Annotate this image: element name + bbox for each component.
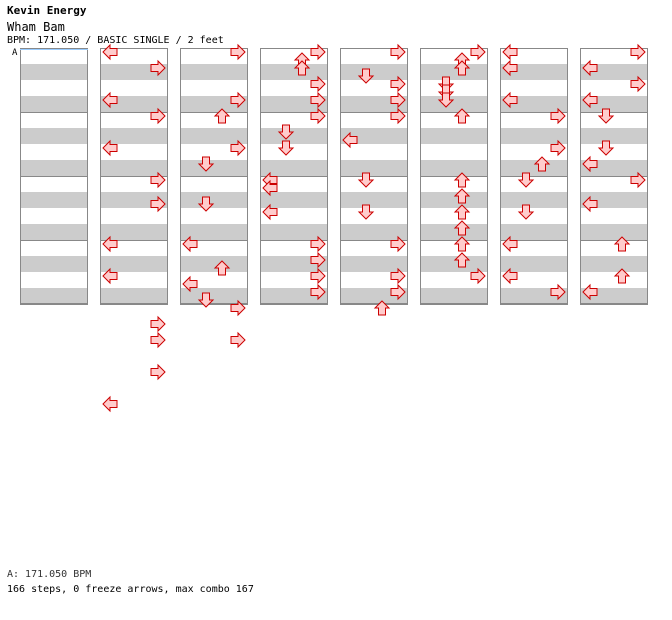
column-border (340, 48, 408, 304)
column-border (500, 48, 568, 304)
beat-stripe (420, 288, 488, 304)
beat-stripe (260, 128, 328, 144)
step-arrow-right (150, 364, 166, 380)
beat-stripe (260, 64, 328, 80)
beat-stripe (100, 224, 168, 240)
chart-column (340, 44, 408, 316)
column-border (100, 48, 168, 304)
beat-stripe (420, 224, 488, 240)
beat-stripe (20, 96, 88, 112)
step-arrow-right (230, 332, 246, 348)
beat-stripe (20, 224, 88, 240)
beat-stripe (20, 128, 88, 144)
step-arrow-left (102, 396, 118, 412)
beat-stripe (20, 256, 88, 272)
column-border (20, 48, 88, 304)
beat-stripe (420, 192, 488, 208)
beat-stripe (180, 256, 248, 272)
beat-stripe (340, 256, 408, 272)
beat-stripe (100, 288, 168, 304)
chart-column (260, 44, 328, 305)
beat-stripe (500, 128, 568, 144)
chart-column (500, 44, 568, 305)
beat-stripe (500, 192, 568, 208)
beat-stripe (260, 224, 328, 240)
beat-stripe (420, 96, 488, 112)
beat-stripe (100, 256, 168, 272)
beat-stripe (500, 160, 568, 176)
bpm-legend: A: 171.050 BPM (7, 569, 92, 580)
beat-stripe (340, 192, 408, 208)
beat-stripe (180, 192, 248, 208)
beat-stripe (340, 64, 408, 80)
song-title: Wham Bam (7, 20, 65, 34)
step-arrow-right (150, 332, 166, 348)
column-border (420, 48, 488, 304)
beat-stripe (580, 256, 648, 272)
beat-stripe (100, 128, 168, 144)
beat-stripe (100, 160, 168, 176)
beat-stripe (180, 128, 248, 144)
beat-stripe (20, 64, 88, 80)
beat-stripe (20, 192, 88, 208)
chart-stats: 166 steps, 0 freeze arrows, max combo 16… (7, 584, 254, 595)
beat-stripe (580, 224, 648, 240)
beat-stripe (20, 160, 88, 176)
beat-stripe (180, 224, 248, 240)
column-border (180, 48, 248, 304)
song-artist: Kevin Energy (7, 4, 87, 17)
column-border (580, 48, 648, 304)
column-border (260, 48, 328, 304)
beat-stripe (500, 224, 568, 240)
bpm-marker-line (20, 49, 88, 50)
chart-column (420, 44, 488, 305)
beat-stripe (420, 128, 488, 144)
beat-stripe (260, 192, 328, 208)
chart-column (580, 44, 648, 305)
beat-stripe (500, 256, 568, 272)
beat-stripe (580, 128, 648, 144)
beat-stripe (420, 256, 488, 272)
chart-column (20, 48, 88, 305)
beat-stripe (260, 160, 328, 176)
beat-stripe (180, 64, 248, 80)
chart-column (180, 44, 248, 348)
bpm-marker-label: A (12, 48, 18, 58)
beat-stripe (420, 64, 488, 80)
beat-stripe (420, 160, 488, 176)
step-arrow-right (150, 316, 166, 332)
beat-stripe (180, 288, 248, 304)
chart-info: BPM: 171.050 / BASIC SINGLE / 2 feet (7, 35, 224, 46)
beat-stripe (180, 160, 248, 176)
beat-stripe (20, 288, 88, 304)
beat-stripe (340, 224, 408, 240)
chart-column (100, 44, 168, 412)
beat-stripe (340, 160, 408, 176)
